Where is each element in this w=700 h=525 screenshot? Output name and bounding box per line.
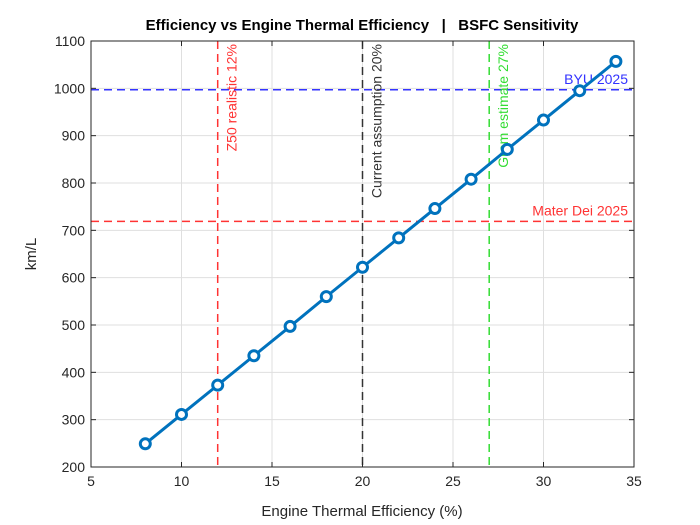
y-tick-label: 800 bbox=[62, 175, 86, 191]
x-axis-label: Engine Thermal Efficiency (%) bbox=[261, 503, 462, 520]
ticks: 5 10 15 20 25 30 35 200 300 400 500 600 700 800 900 100… bbox=[54, 33, 642, 489]
vline-label: Z50 realistic 12% bbox=[224, 44, 240, 151]
y-tick-label: 500 bbox=[62, 317, 86, 333]
y-axis-label: km/L bbox=[23, 238, 40, 271]
data-point bbox=[283, 319, 297, 333]
y-tick-label: 600 bbox=[62, 270, 86, 286]
data-point bbox=[138, 437, 152, 451]
y-tick-label: 400 bbox=[62, 364, 86, 380]
y-tick-label: 200 bbox=[62, 459, 86, 475]
x-tick-label: 15 bbox=[264, 473, 280, 489]
hline-label: Mater Dei 2025 bbox=[532, 202, 628, 218]
data-point bbox=[428, 202, 442, 216]
x-tick-label: 5 bbox=[87, 473, 95, 489]
data-point bbox=[573, 84, 587, 98]
y-tick-label: 900 bbox=[62, 128, 86, 144]
data-point bbox=[464, 172, 478, 186]
vline-label: Grom estimate 27% bbox=[495, 44, 511, 168]
x-tick-label: 20 bbox=[355, 473, 371, 489]
data-point bbox=[392, 231, 406, 245]
data-point bbox=[500, 142, 514, 156]
data-point bbox=[175, 407, 188, 421]
data-point bbox=[211, 378, 225, 392]
y-tick-label: 300 bbox=[62, 412, 86, 428]
y-tick-label: 1100 bbox=[55, 33, 85, 49]
y-tick-label: 1000 bbox=[54, 80, 85, 96]
x-tick-label: 10 bbox=[174, 473, 190, 489]
x-tick-label: 25 bbox=[445, 473, 461, 489]
x-tick-label: 35 bbox=[626, 473, 642, 489]
vline-label: Current assumption 20% bbox=[369, 44, 385, 198]
data-point bbox=[537, 113, 550, 127]
x-tick-label: 30 bbox=[536, 473, 552, 489]
series bbox=[138, 54, 623, 451]
y-tick-label: 700 bbox=[62, 222, 86, 238]
data-point bbox=[247, 349, 261, 363]
chart-title: Efficiency vs Engine Thermal Efficiency … bbox=[146, 17, 579, 34]
series-line bbox=[144, 60, 617, 445]
data-point bbox=[356, 260, 369, 274]
data-point bbox=[609, 54, 623, 68]
data-point bbox=[319, 290, 333, 304]
